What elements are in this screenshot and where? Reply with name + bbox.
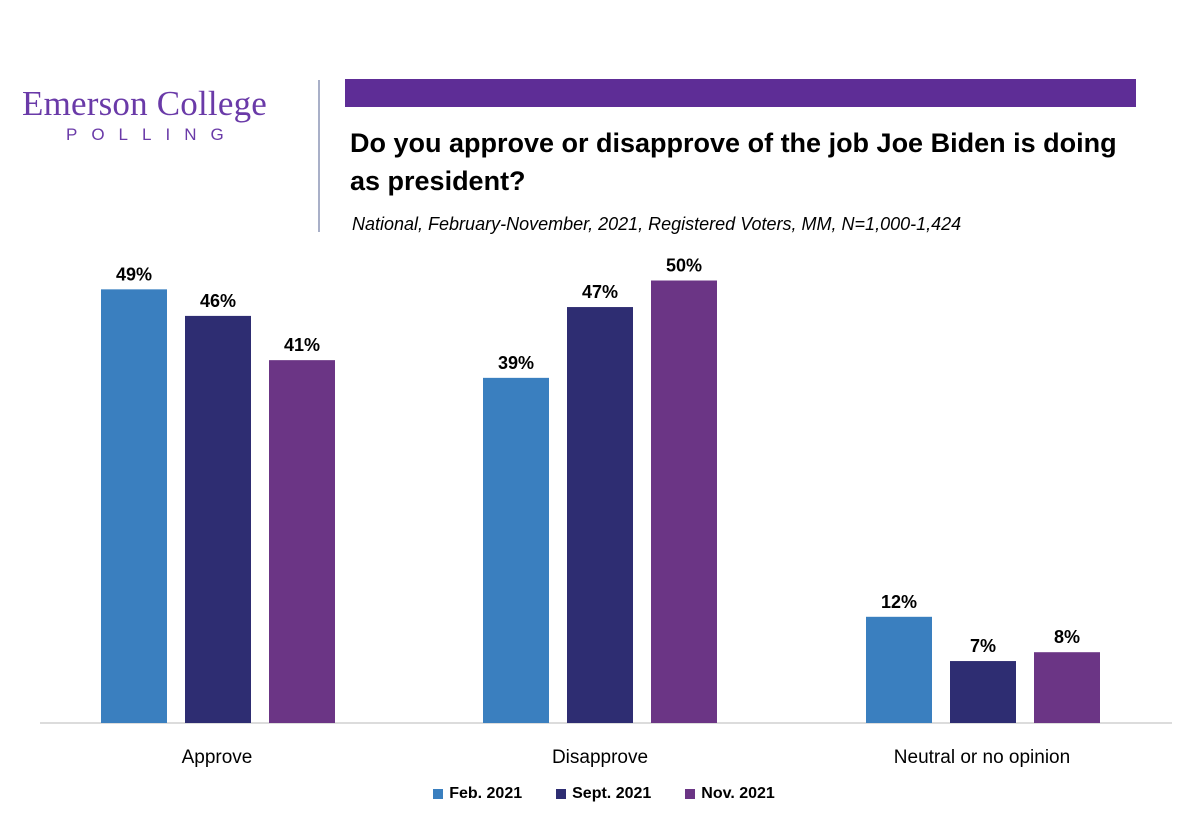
chart-subtitle: National, February-November, 2021, Regis… (352, 214, 962, 234)
header-accent-bar (345, 79, 1136, 107)
bar-approve-nov-2021 (269, 360, 335, 723)
category-label: Disapprove (552, 747, 648, 768)
legend-item: Nov. 2021 (685, 785, 775, 803)
category-label: Approve (182, 747, 253, 768)
legend-swatch (433, 789, 444, 799)
logo-subtitle: POLLING (66, 125, 238, 144)
legend-swatch (685, 789, 696, 799)
legend-label: Nov. 2021 (701, 785, 775, 802)
bar-disapprove-nov-2021 (651, 280, 717, 723)
category-label: Neutral or no opinion (894, 747, 1070, 768)
data-label: 39% (498, 353, 534, 373)
legend-item: Feb. 2021 (433, 785, 522, 803)
header-divider (318, 80, 320, 232)
bar-neutral-or-no-opinion-feb-2021 (866, 616, 932, 723)
logo-wordmark: Emerson College (22, 84, 268, 123)
bar-approve-feb-2021 (101, 289, 167, 723)
legend-label: Feb. 2021 (449, 785, 523, 802)
bar-neutral-or-no-opinion-nov-2021 (1034, 652, 1100, 723)
data-label: 7% (970, 636, 996, 656)
bar-disapprove-sept-2021 (567, 307, 633, 723)
data-label: 47% (582, 282, 618, 302)
legend-item: Sept. 2021 (556, 785, 651, 803)
data-label: 8% (1054, 627, 1080, 647)
legend-swatch (556, 789, 567, 799)
bar-approve-sept-2021 (185, 315, 251, 723)
chart-title: Do you approve or disapprove of the job … (350, 128, 1117, 196)
bar-neutral-or-no-opinion-sept-2021 (950, 661, 1016, 723)
data-label: 50% (666, 256, 702, 276)
chart-legend: Feb. 2021 Sept. 2021 Nov. 2021 (0, 785, 1200, 803)
data-label: 49% (116, 264, 152, 284)
data-label: 41% (284, 335, 320, 355)
bar-disapprove-feb-2021 (483, 377, 549, 723)
legend-label: Sept. 2021 (572, 785, 652, 802)
data-label: 46% (200, 291, 236, 311)
data-label: 12% (881, 592, 917, 612)
